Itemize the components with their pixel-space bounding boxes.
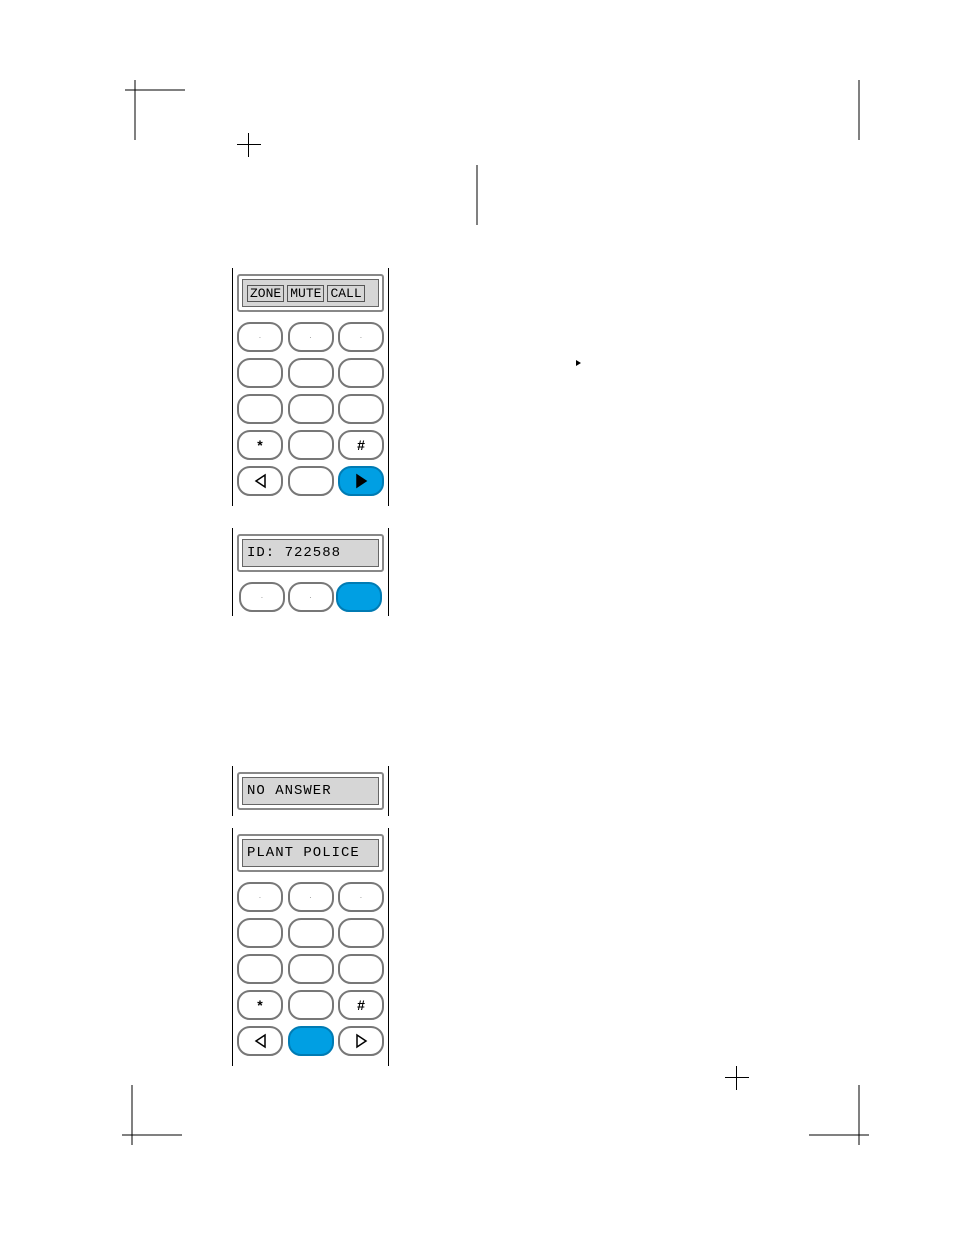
key-4[interactable] — [237, 358, 283, 388]
lcd-text: NO ANSWER — [247, 783, 332, 799]
key-hash-b[interactable]: # — [338, 990, 384, 1020]
cropmark-br — [809, 1085, 869, 1150]
key-4b[interactable] — [237, 918, 283, 948]
lcd-display: ID: 722588 — [237, 534, 384, 572]
radio-id-panel: ID: 722588 .. — [232, 528, 389, 616]
lcd-token: CALL — [327, 285, 364, 302]
soft-b[interactable]: . — [288, 582, 334, 612]
lcd-text: ID: 722588 — [247, 545, 341, 561]
lcd-token: ZONE — [247, 285, 284, 302]
no-answer-panel: NO ANSWER — [232, 766, 389, 816]
key-0[interactable] — [288, 430, 334, 460]
key-8[interactable] — [288, 394, 334, 424]
key-hash[interactable]: # — [338, 430, 384, 460]
key-3[interactable]: . — [338, 322, 384, 352]
cropmark-tr — [809, 80, 869, 145]
lcd-display: NO ANSWER — [237, 772, 384, 810]
radio-keypad-1: ZONEMUTECALL ... * # — [232, 268, 389, 506]
lcd-display: PLANT POLICE — [237, 834, 384, 872]
soft-c[interactable] — [336, 582, 382, 612]
cropmark-tl — [125, 80, 185, 145]
lcd-display: ZONEMUTECALL — [237, 274, 384, 312]
register-cross-tl — [237, 133, 261, 157]
key-3b[interactable]: . — [338, 882, 384, 912]
key-6b[interactable] — [338, 918, 384, 948]
triangle-right-icon — [352, 470, 371, 492]
key-7[interactable] — [237, 394, 283, 424]
marker-triangle-icon — [576, 360, 581, 366]
triangle-left-icon — [251, 1030, 270, 1052]
nav-left-button[interactable] — [237, 1026, 283, 1056]
cropmark-bl — [122, 1085, 182, 1150]
key-5[interactable] — [288, 358, 334, 388]
triangle-left-icon — [251, 470, 270, 492]
lcd-text: PLANT POLICE — [247, 845, 360, 861]
key-1b[interactable]: . — [237, 882, 283, 912]
nav-home-button[interactable] — [288, 466, 334, 496]
nav-left-button[interactable] — [237, 466, 283, 496]
key-5b[interactable] — [288, 918, 334, 948]
key-0b[interactable] — [288, 990, 334, 1020]
nav-right-button[interactable] — [338, 466, 384, 496]
nav-right-button[interactable] — [338, 1026, 384, 1056]
key-star-b[interactable]: * — [237, 990, 283, 1020]
key-6[interactable] — [338, 358, 384, 388]
nav-home-button[interactable] — [288, 1026, 334, 1056]
triangle-right-icon — [352, 1030, 371, 1052]
page-center-mark — [477, 165, 478, 225]
radio-keypad-2: PLANT POLICE ... * # — [232, 828, 389, 1066]
key-9[interactable] — [338, 394, 384, 424]
key-2[interactable]: . — [288, 322, 334, 352]
key-8b[interactable] — [288, 954, 334, 984]
key-2b[interactable]: . — [288, 882, 334, 912]
key-9b[interactable] — [338, 954, 384, 984]
register-cross-br — [725, 1066, 749, 1090]
key-star[interactable]: * — [237, 430, 283, 460]
key-1[interactable]: . — [237, 322, 283, 352]
lcd-token: MUTE — [287, 285, 324, 302]
soft-a[interactable]: . — [239, 582, 285, 612]
key-7b[interactable] — [237, 954, 283, 984]
